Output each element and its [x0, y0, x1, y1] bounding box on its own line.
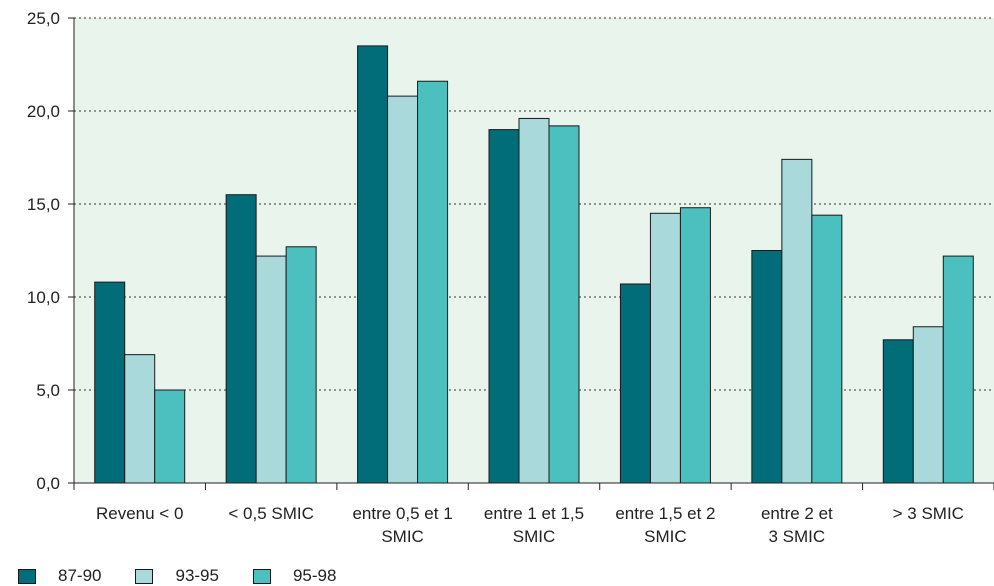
y-tick-label: 5,0: [36, 381, 60, 400]
bar-87-90-3: [488, 129, 520, 484]
bar-93-95-4: [649, 212, 681, 484]
bar-87-90-4: [619, 283, 651, 484]
y-tick-label: 0,0: [36, 474, 60, 493]
x-tick-label: > 3 SMIC: [893, 504, 964, 523]
legend-swatch-93-95: [135, 568, 154, 584]
x-tick-label: entre 0,5 et 1 SMIC: [352, 504, 452, 546]
bar-95-98-1: [285, 246, 317, 484]
bar-87-90-2: [357, 45, 389, 484]
bar-chart: 0,0 5,0 10,0 15,0 20,0 25,0 Revenu < 0 < 0,5 S…: [27, 9, 994, 546]
bar-95-98-2: [417, 80, 449, 484]
x-tick-label: entre 2 et 3 SMIC: [761, 504, 833, 546]
y-axis-ticks: 0,0 5,0 10,0 15,0 20,0 25,0: [27, 9, 74, 493]
y-tick-label: 25,0: [27, 9, 60, 28]
legend-swatch-95-98: [252, 568, 271, 584]
bar-93-95-3: [518, 117, 550, 484]
legend-item-87-90: 87-90: [18, 566, 101, 586]
x-tick-label: < 0,5 SMIC: [228, 504, 314, 523]
bar-93-95-1: [255, 255, 287, 484]
bar-93-95-5: [781, 158, 813, 484]
bar-93-95-2: [387, 95, 419, 484]
bar-87-90-6: [882, 339, 914, 484]
bar-87-90-0: [94, 281, 126, 484]
x-tick-label: Revenu < 0: [96, 504, 183, 523]
y-tick-label: 15,0: [27, 195, 60, 214]
bars: [94, 45, 974, 484]
x-tick-label: entre 1,5 et 2 SMIC: [615, 504, 715, 546]
legend-label: 95-98: [292, 566, 337, 585]
legend-label: 87-90: [58, 566, 102, 585]
y-tick-label: 10,0: [27, 288, 60, 307]
legend-item-93-95: 93-95: [135, 566, 219, 586]
y-tick-label: 20,0: [27, 102, 60, 121]
legend-item-95-98: 95-98: [252, 566, 337, 586]
legend-swatch-87-90: [18, 568, 36, 584]
bar-93-95-0: [124, 354, 156, 484]
legend-label: 93-95: [175, 566, 219, 585]
bar-95-98-6: [942, 255, 974, 484]
bar-87-90-5: [751, 250, 783, 484]
bar-95-98-0: [154, 389, 186, 484]
x-tick-label: entre 1 et 1,5 SMIC: [484, 504, 584, 546]
bar-95-98-3: [548, 125, 580, 484]
bar-95-98-5: [811, 214, 843, 484]
bar-95-98-4: [679, 207, 711, 484]
bar-87-90-1: [225, 194, 257, 484]
bar-93-95-6: [912, 326, 944, 484]
axes: [73, 18, 994, 484]
x-axis-ticks: Revenu < 0 < 0,5 SMIC entre 0,5 et 1 SMIC en…: [73, 483, 994, 546]
legend: 87-90 93-95 95-98: [18, 566, 370, 586]
